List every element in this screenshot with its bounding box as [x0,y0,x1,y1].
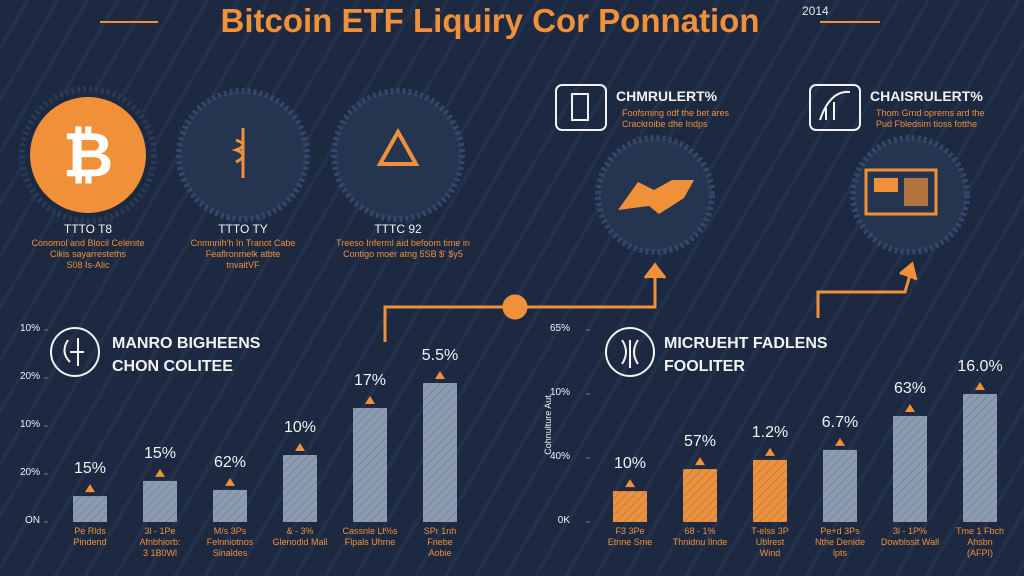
bar-hatch [213,489,247,522]
x-tick-label: & - 3% Glenodid Mall [272,526,328,547]
x-tick-label: 3l - 1P% Dowblssit Wall [880,526,940,547]
x-tick-label: SPr 1nh Fnebe Aobie [423,526,457,558]
connectors [383,261,918,342]
annotation: 16.0% [957,358,1003,375]
marker [765,447,775,456]
y-tick-label: 10% [549,387,570,398]
annotation: 5.5% [421,346,459,364]
x-tick-label: Tme 1 Fbch Ahsbn (AFPI) [955,526,1004,558]
annotation: 15% [143,444,177,462]
coin-label: TTTC 92 [374,222,422,236]
coin-text: Treeso Inferml aid befoom time in Contig… [336,238,470,259]
marker [695,457,705,466]
marker [835,437,845,446]
panel-title: MANRO BIGHEENS CHON COLITEE [112,335,261,375]
bar-hatch [683,469,717,522]
bar-hatch [353,407,387,522]
x-tick-label: 3l - 1Pe Afnbhiorb: 3 1B0Wl [139,526,181,558]
annotation: 6.7% [821,413,859,431]
coin-text: Cnmnnih'h In Tranot Cabe Feaflronmelk at… [190,238,296,270]
y-tick-label: 0K [557,515,570,526]
y-tick-label: 20% [19,371,40,382]
y-tick-label: 10% [19,323,40,334]
feature-text: Foofsming odf the bet ares Crackroibe dh… [622,108,730,129]
x-tick-label: Cassnle Lt%s Flpals Uhme [342,526,398,547]
annotation: 15% [73,460,107,478]
marker [365,395,375,404]
x-tick-label: Pe+d 3Ps Nthe Denide lpts [814,526,866,558]
bar-hatch [823,449,857,522]
coin-label: TTTO TY [218,222,268,236]
panel-title: MICRUEHT FADLENS FOOLITER [664,335,828,375]
annotation: 10% [613,455,647,473]
marker [625,479,635,488]
annotation: 62% [213,453,247,471]
feature-text: Thom Grnd oprems ard the Pud Fbledsim ti… [876,108,985,129]
marker [225,477,235,486]
marker [975,382,985,390]
feature-title: CHMRULERT% [616,88,718,104]
bar-hatch [753,459,787,522]
coin-icons: ₿ [19,86,465,224]
panel-icons [50,327,655,377]
year: 2014 [802,4,829,18]
feature-title: CHAISRULERT% [870,88,983,104]
bar-hatch [283,454,317,522]
bar-hatch [963,394,997,522]
annotation: 1.2% [751,423,789,441]
annotation: 10% [283,418,317,436]
y-tick-label: 40% [549,451,570,462]
marker [85,484,95,493]
marker [295,442,305,451]
annotation: 63% [893,379,927,397]
feature-icons [555,84,970,255]
marker [435,370,445,379]
bar-hatch [613,491,647,522]
marker [155,468,165,477]
y-tick-label: ON [25,515,40,526]
coin-label: TTTO T8 [63,222,113,236]
bar-hatch [893,415,927,522]
marker [905,403,915,412]
x-tick-label: Pe Rlds Pindend [73,526,107,547]
y-tick-label: 65% [549,323,570,334]
y-tick-label: 10% [19,419,40,430]
x-tick-label: T-elss 3P Ublrest Wind [751,526,789,558]
x-tick-label: F3 3Pe Etnne Sme [607,526,653,547]
y-tick-label: 20% [19,467,40,478]
annotation: 17% [353,371,387,389]
svg-text:₿: ₿ [63,121,114,190]
bar-hatch [423,382,457,522]
annotation: 57% [683,433,717,451]
bar-hatch [73,496,107,522]
x-tick-label: 68 - 1% Thnidnu Ilnde [672,526,728,547]
coin-text: Conomol and Blocil Celenite Cikis sayarr… [31,238,145,270]
bar-hatch [143,480,177,522]
title: Bitcoin ETF Liquiry Cor Ponnation [220,2,760,39]
x-tick-label: M/s 3Ps Felnniotnos Sinaldes [206,526,254,558]
